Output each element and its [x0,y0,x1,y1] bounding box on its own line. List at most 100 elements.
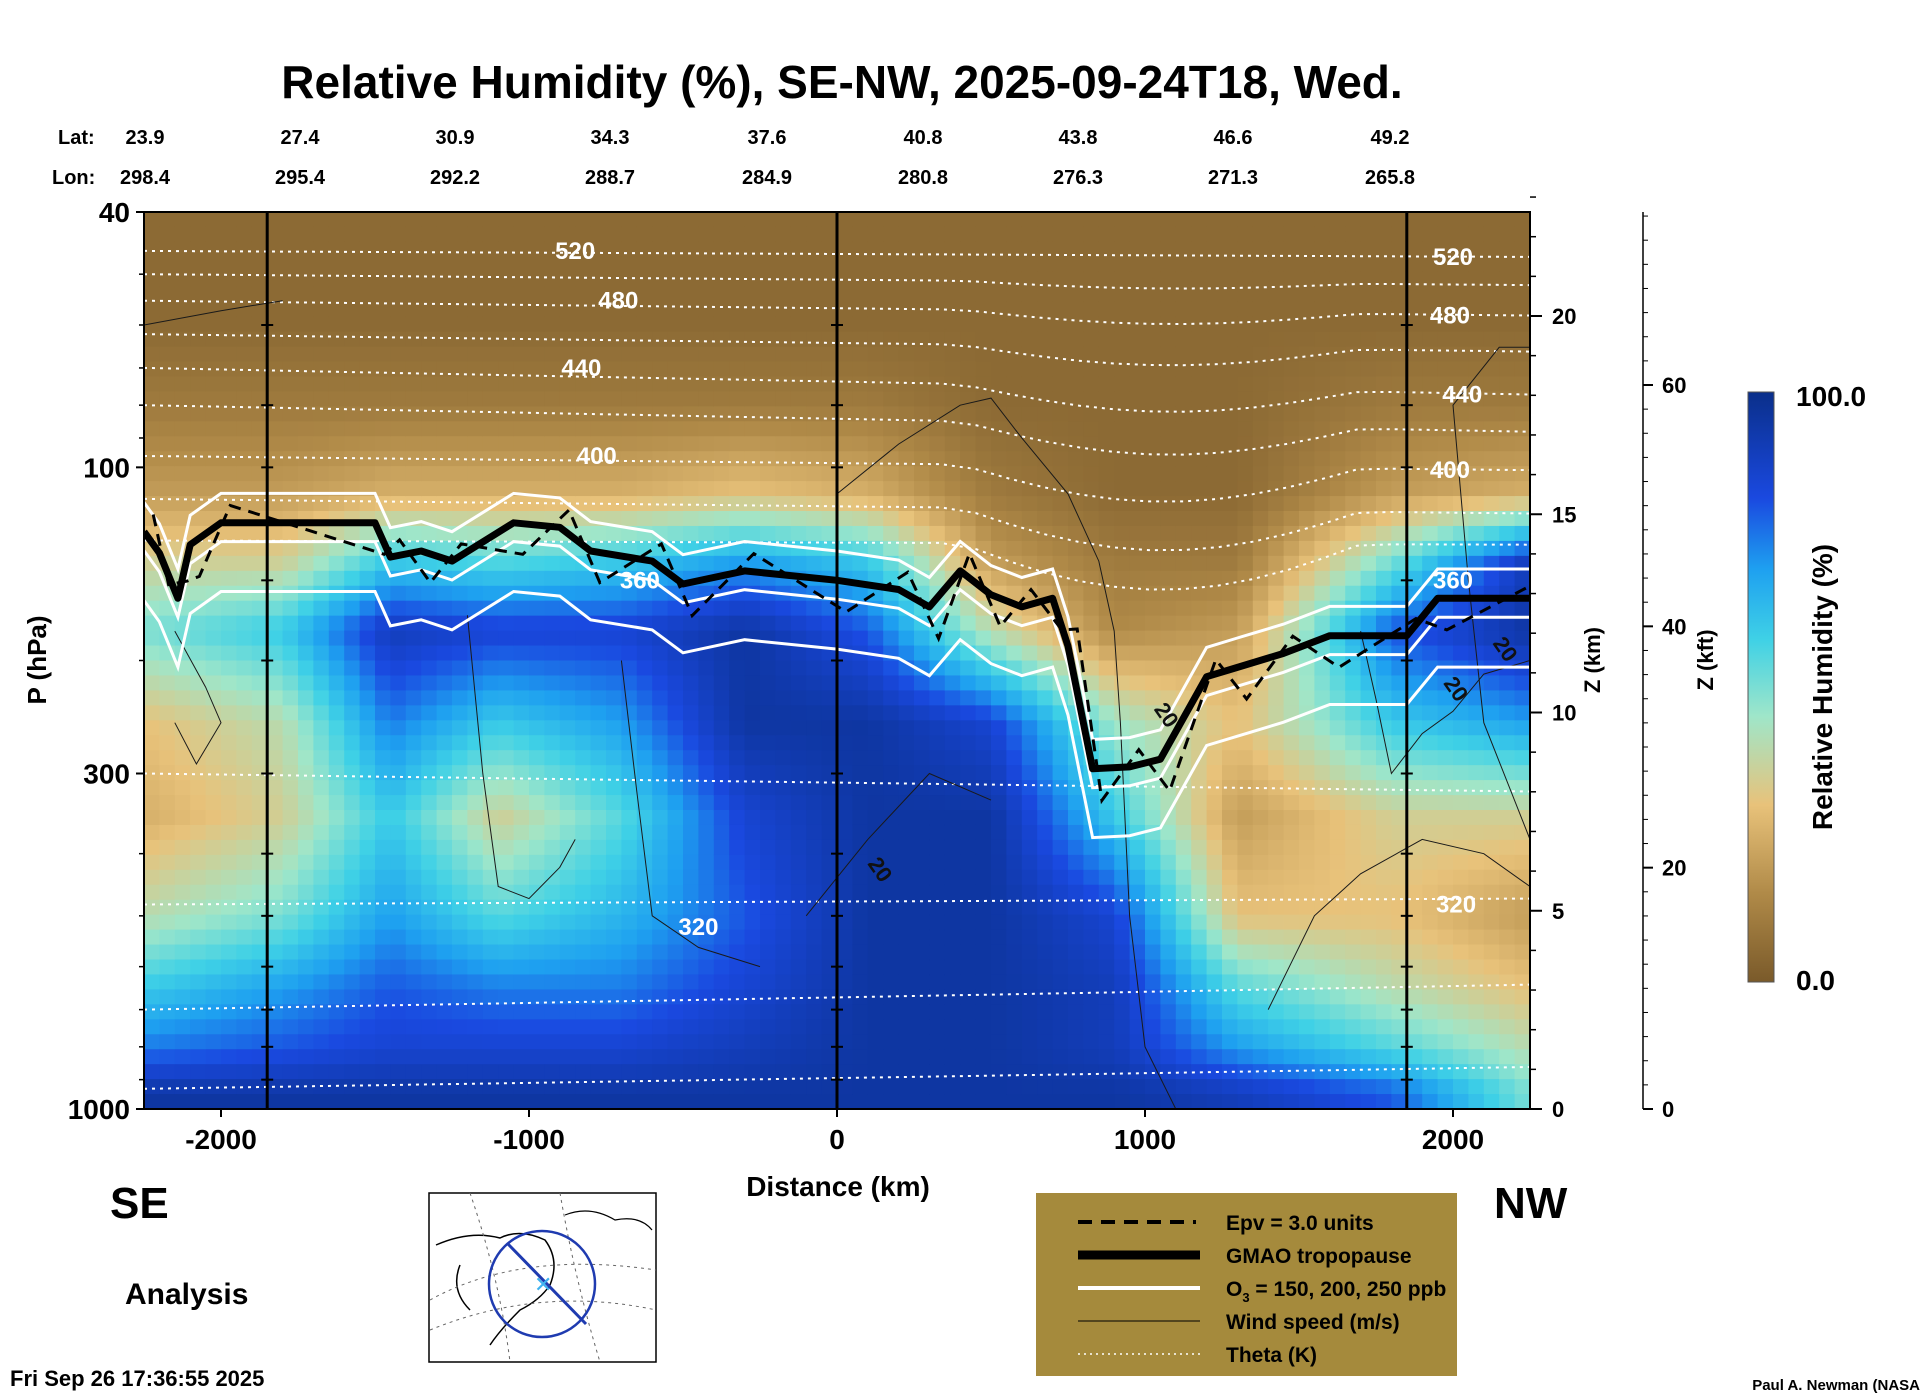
rh-cell [1145,675,1161,691]
rh-cell [236,690,253,706]
rh-cell [1175,212,1192,228]
rh-cell [606,555,622,572]
rh-cell [1160,974,1177,990]
rh-cell [883,406,900,422]
rh-cell [221,974,237,990]
rh-cell [1406,810,1423,826]
rh-cell [606,1049,622,1065]
rh-cell [1268,675,1285,691]
rh-cell [1098,361,1115,378]
rh-cell [975,1049,992,1065]
rh-cell [1268,271,1285,288]
rh-cell [683,630,699,647]
rh-cell [1114,675,1131,691]
rh-cell [698,316,715,333]
rh-cell [1345,824,1362,841]
rh-cell [1376,511,1392,527]
rh-cell [190,974,207,990]
rh-cell [1021,256,1038,273]
rh-cell [328,810,345,826]
rh-cell [713,496,730,512]
rh-cell [405,839,422,856]
rh-cell [1314,301,1331,318]
rh-cell [898,466,915,482]
rh-cell [1175,600,1192,617]
rh-cell [883,301,900,318]
rh-cell [1299,675,1315,691]
rh-cell [729,929,746,946]
rh-cell [1175,271,1192,288]
rh-cell [698,1034,715,1050]
rh-cell [236,316,253,333]
rh-cell [621,451,638,467]
rh-cell [1314,1079,1331,1095]
rh-cell [1252,226,1269,243]
rh-cell [929,421,946,437]
rh-cell [760,1019,776,1035]
rh-cell [744,899,761,916]
rh-cell [1391,481,1408,497]
rh-cell [359,615,376,632]
rh-cell [760,301,776,318]
rh-cell [1129,1049,1146,1065]
rh-cell [1037,361,1054,378]
rh-cell [559,645,576,662]
rh-cell [1283,899,1300,916]
rh-cell [344,884,361,901]
rh-cell [159,241,176,258]
rh-cell [575,1094,592,1109]
rh-cell [852,1079,869,1095]
rh-cell [729,675,746,691]
rh-cell [867,555,884,572]
rh-cell [960,241,977,258]
rh-cell [944,331,961,348]
lat-value: 27.4 [281,127,321,149]
rh-cell [1299,914,1315,931]
rh-cell [328,630,345,647]
rh-cell [1314,899,1331,916]
rh-cell [960,212,977,228]
rh-cell [1406,466,1423,482]
rh-cell [421,421,438,437]
rh-cell [190,899,207,916]
rh-cell [344,989,361,1005]
rh-cell [929,645,946,662]
rh-cell [452,869,468,886]
rh-cell [298,690,314,706]
rh-cell [452,645,468,662]
rh-cell [713,226,730,243]
rh-cell [960,466,977,482]
rh-cell [775,600,792,617]
rh-cell [929,854,946,871]
rh-cell [1222,436,1238,452]
rh-cell [1360,525,1377,542]
rh-cell [221,316,237,333]
rh-cell [236,600,253,617]
rh-cell [960,705,977,721]
rh-cell [1268,795,1285,811]
rh-cell [606,645,622,662]
lon-value: 284.9 [742,167,792,189]
rh-cell [144,301,160,318]
rh-cell [606,899,622,916]
rh-cell [529,795,545,811]
rh-cell [251,795,268,811]
rh-cell [1006,525,1023,542]
rh-cell [821,346,838,363]
rh-cell [436,301,453,318]
rh-cell [313,241,330,258]
rh-cell [1299,1019,1315,1035]
rh-cell [1052,212,1069,228]
rh-cell [806,361,823,378]
rh-cell [621,645,638,662]
rh-cell [914,451,930,467]
rh-cell [744,974,761,990]
rh-cell [606,585,622,602]
rh-cell [898,824,915,841]
rh-cell [482,630,499,647]
rh-cell [298,810,314,826]
rh-cell [1052,391,1069,407]
rh-cell [1068,959,1084,976]
rh-cell [221,451,237,467]
rh-cell [590,286,607,303]
